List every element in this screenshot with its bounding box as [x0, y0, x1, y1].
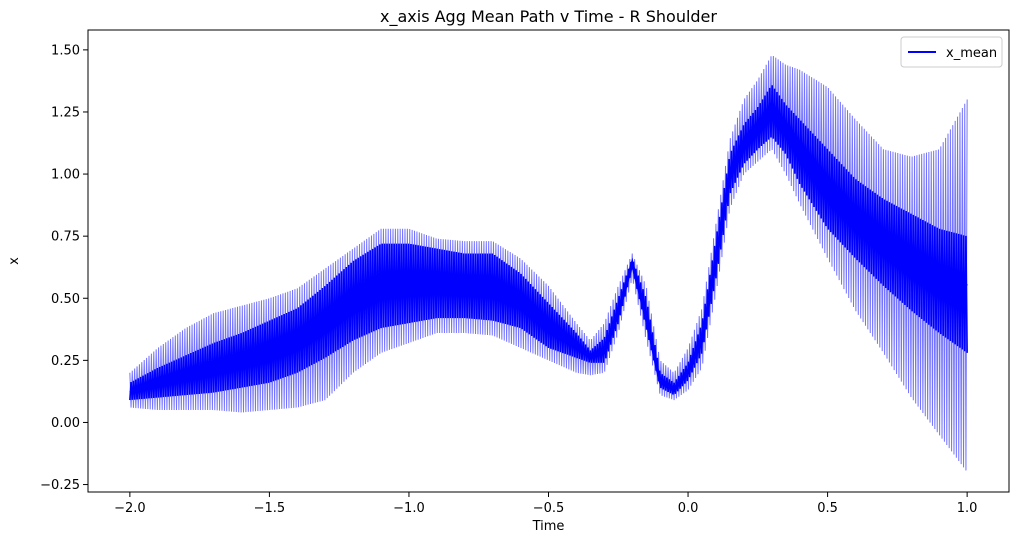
- y-axis-label: x: [7, 257, 22, 265]
- y-tick-label: 0.25: [51, 354, 80, 369]
- legend: x_mean: [900, 36, 1003, 68]
- y-tick-label: 1.00: [51, 168, 80, 183]
- y-tick-label: 1.25: [51, 105, 80, 120]
- x-tick-label: −1.0: [393, 501, 425, 516]
- y-tick-label: 0.50: [51, 292, 80, 307]
- y-tick-label: −0.25: [40, 478, 80, 493]
- x-tick-label: −1.5: [254, 501, 286, 516]
- series-band-inner: [129, 85, 968, 401]
- x-tick-label: −0.5: [533, 501, 565, 516]
- x-tick-label: 0.5: [817, 501, 838, 516]
- series-line-x-mean: [129, 108, 968, 395]
- y-axis: −0.25 0.00 0.25 0.50 0.75 1.00 1.25 1.50: [40, 43, 88, 493]
- plot-area: [129, 55, 968, 471]
- y-tick-label: 0.00: [51, 416, 80, 431]
- x-tick-label: 0.0: [678, 501, 699, 516]
- y-tick-label: 0.75: [51, 230, 80, 245]
- x-tick-label: 1.0: [957, 501, 978, 516]
- chart-title: x_axis Agg Mean Path v Time - R Shoulder: [380, 7, 717, 27]
- series-line-group: [129, 85, 968, 401]
- y-tick-label: 1.50: [51, 43, 80, 58]
- x-axis-label: Time: [532, 519, 565, 534]
- x-axis: −2.0 −1.5 −1.0 −0.5 0.0 0.5 1.0: [114, 492, 977, 516]
- x-tick-label: −2.0: [114, 501, 146, 516]
- legend-entry-x-mean: x_mean: [946, 46, 997, 61]
- series-band-group: [129, 55, 968, 471]
- legend-box: [900, 36, 1003, 68]
- series-band-outer: [129, 55, 968, 471]
